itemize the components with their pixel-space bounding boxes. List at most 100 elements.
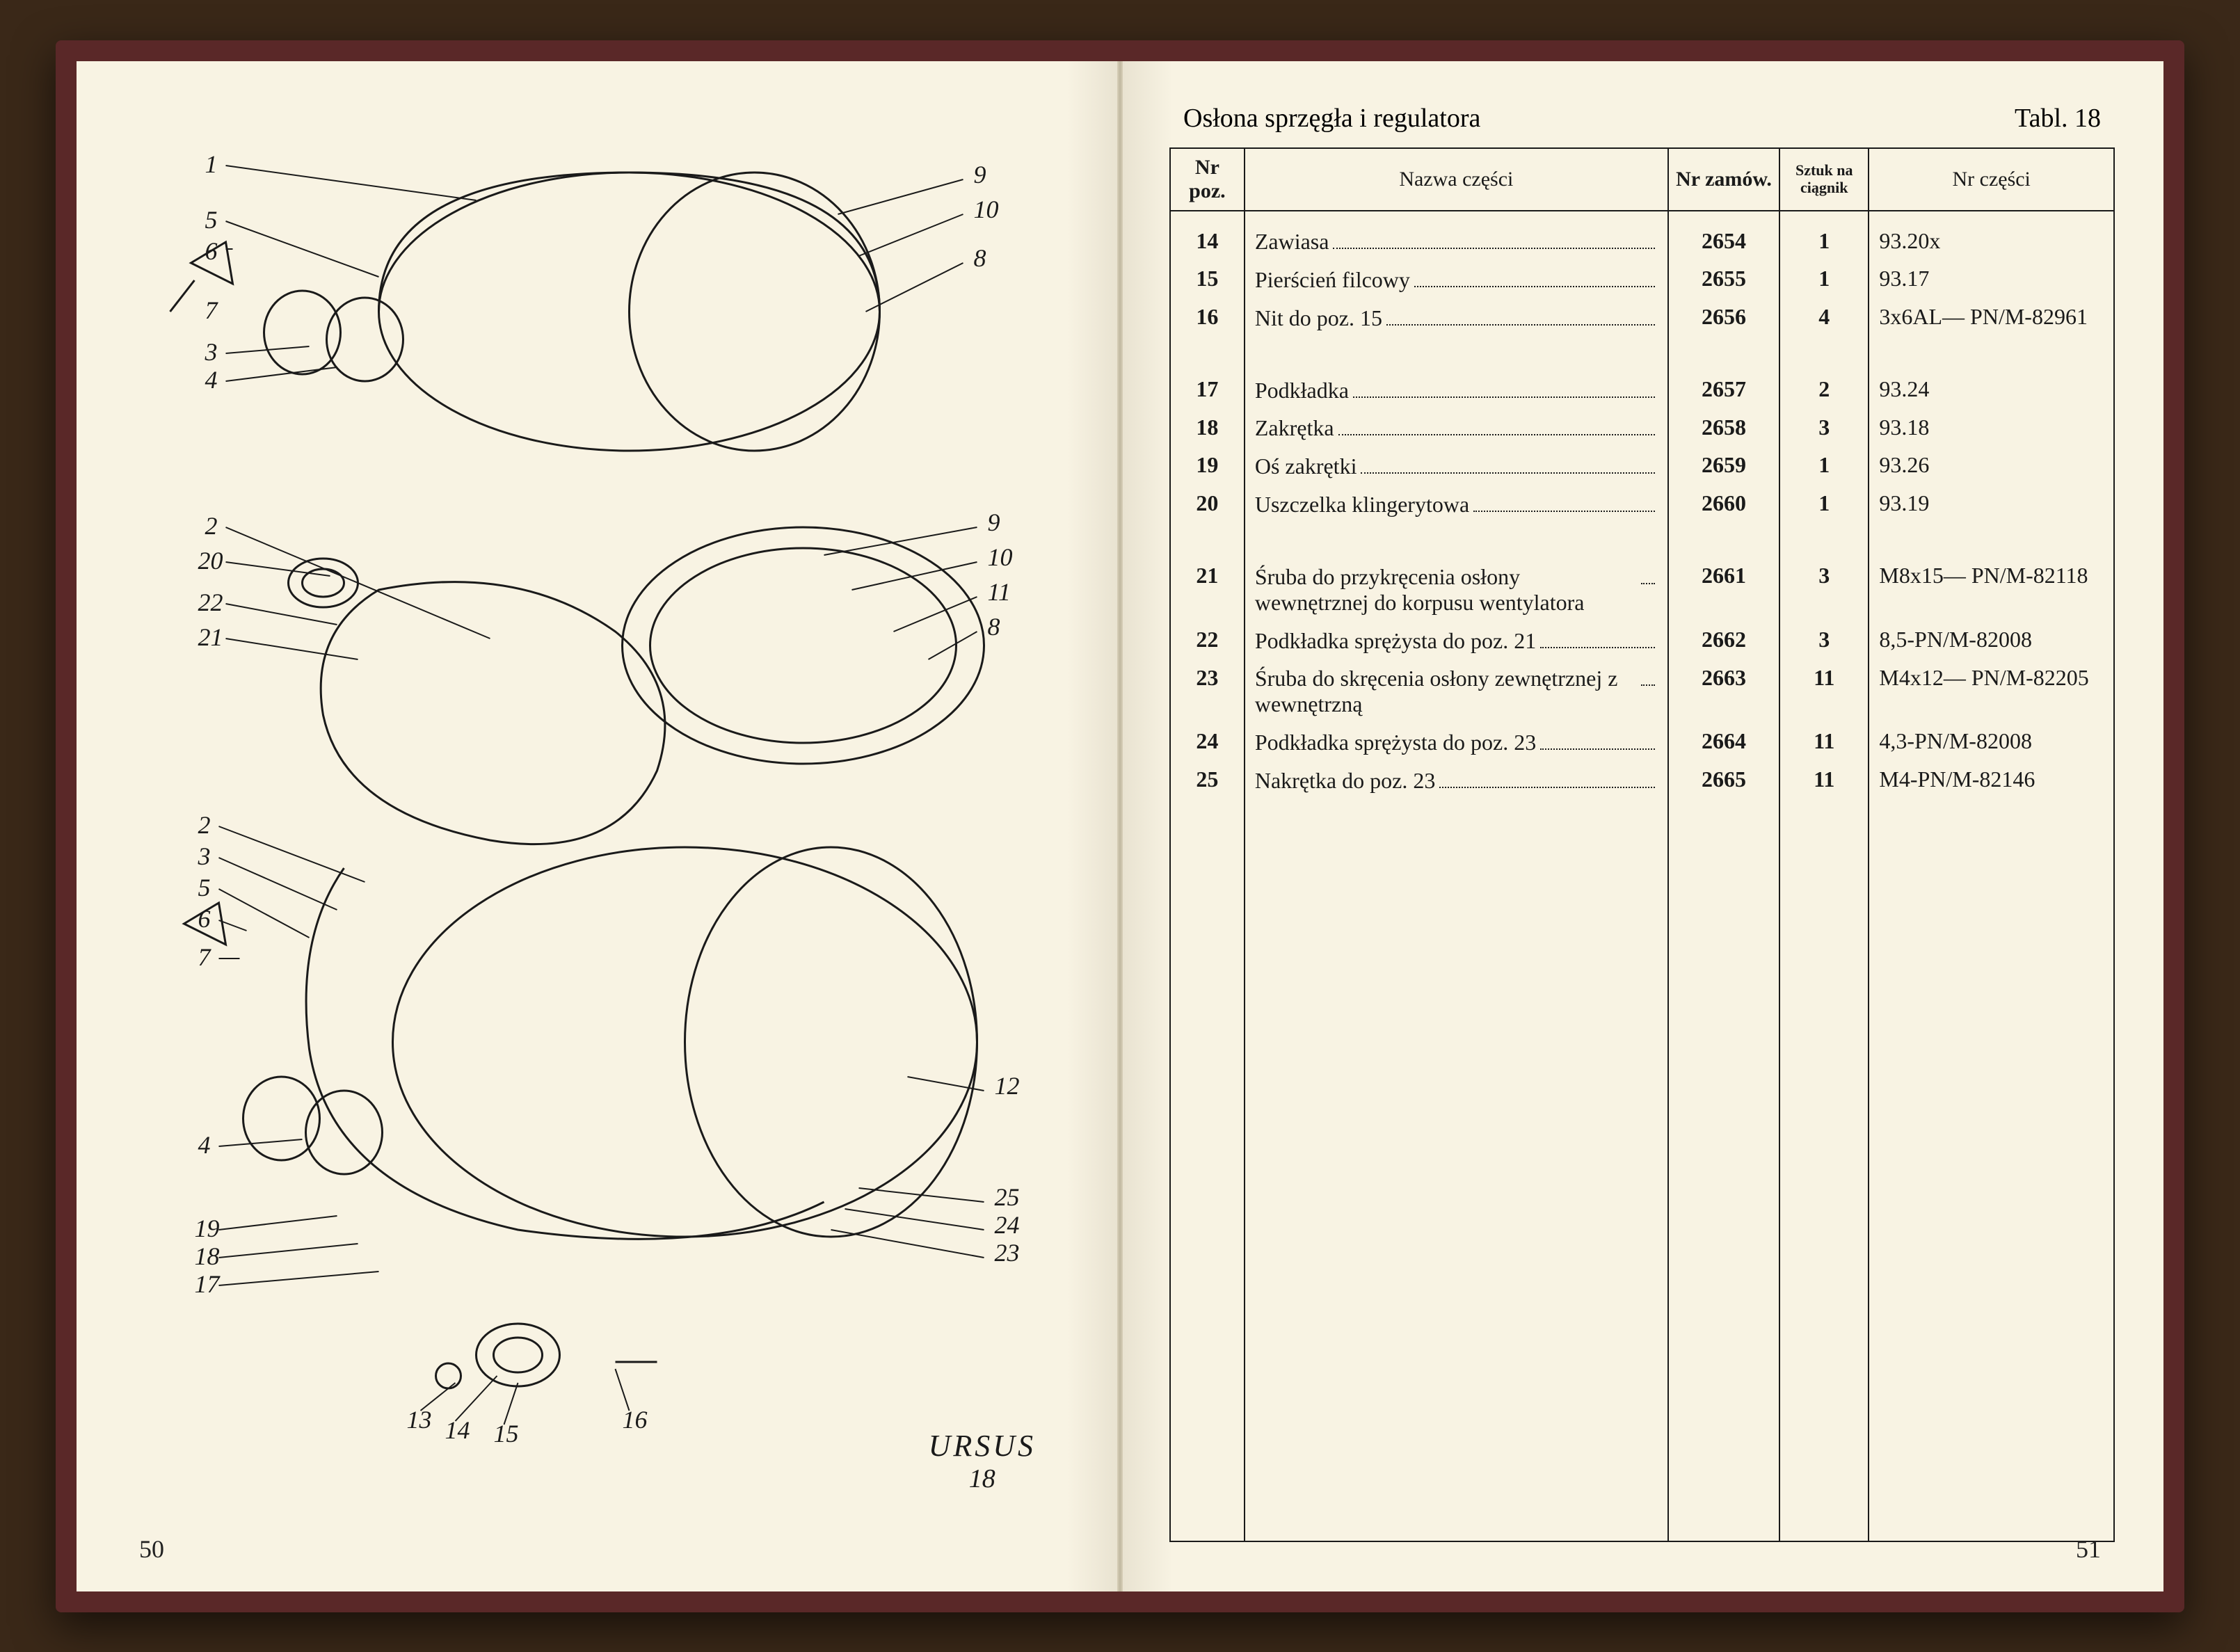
svg-text:3: 3: [198, 842, 211, 870]
cell-part: 3x6AL— PN/M-82961: [1869, 298, 2114, 337]
svg-text:11: 11: [988, 578, 1011, 606]
cell-name: Zawiasa: [1245, 211, 1668, 261]
svg-text:8: 8: [974, 244, 986, 272]
cell-poz: 21: [1170, 557, 1245, 621]
cell-order: 2665: [1668, 761, 1779, 799]
cell-part: 93.20x: [1869, 211, 2114, 261]
cell-qty: 3: [1779, 621, 1869, 659]
brand-table-ref: 18: [929, 1463, 1036, 1494]
col-header-poz: Nr poz.: [1170, 148, 1245, 211]
col-header-name: Nazwa części: [1245, 148, 1668, 211]
svg-text:5: 5: [198, 874, 211, 901]
table-row: 19Oś zakrętki2659193.26: [1170, 447, 2114, 485]
cell-name: Nakrętka do poz. 23: [1245, 761, 1668, 799]
cell-name: Śruba do przykręcenia osłony wewnętrznej…: [1245, 557, 1668, 621]
brand-label: URSUS 18: [929, 1428, 1036, 1494]
cell-part: 8,5-PN/M-82008: [1869, 621, 2114, 659]
svg-text:13: 13: [407, 1406, 432, 1434]
cell-part: 93.26: [1869, 447, 2114, 485]
svg-text:23: 23: [995, 1239, 1020, 1267]
right-page: Osłona sprzęgła i regulatora Tabl. 18 Nr…: [1121, 61, 2163, 1591]
cell-order: 2656: [1668, 298, 1779, 337]
cell-qty: 1: [1779, 211, 1869, 261]
cell-poz: 25: [1170, 761, 1245, 799]
cell-part: 93.19: [1869, 485, 2114, 523]
parts-table: Nr poz. Nazwa części Nr zamów. Sztuk na …: [1169, 147, 2115, 1543]
cell-poz: 23: [1170, 659, 1245, 723]
svg-text:18: 18: [195, 1242, 220, 1270]
cell-poz: 18: [1170, 409, 1245, 447]
table-filler: [1170, 799, 2114, 1541]
svg-text:21: 21: [198, 623, 223, 651]
page-number-right: 51: [2076, 1534, 2101, 1564]
table-row: 14Zawiasa2654193.20x: [1170, 211, 2114, 261]
cell-part: M4x12— PN/M-82205: [1869, 659, 2114, 723]
cell-order: 2657: [1668, 371, 1779, 409]
book-spread: 1 5 6 7 3 4 9 10 8 2 20 22 21 9 10 11 8: [56, 40, 2184, 1612]
svg-text:15: 15: [494, 1420, 519, 1447]
table-row: 21Śruba do przykręcenia osłony wewnętrzn…: [1170, 557, 2114, 621]
left-page: 1 5 6 7 3 4 9 10 8 2 20 22 21 9 10 11 8: [77, 61, 1121, 1591]
cell-qty: 11: [1779, 761, 1869, 799]
cell-qty: 4: [1779, 298, 1869, 337]
section-title: Osłona sprzęgła i regulatora: [1183, 103, 1480, 134]
svg-text:7: 7: [198, 943, 212, 971]
cell-poz: 24: [1170, 723, 1245, 761]
table-row: 23Śruba do skręcenia osłony zewnętrznej …: [1170, 659, 2114, 723]
page-number-left: 50: [139, 1534, 164, 1564]
table-row: 22Podkładka sprężysta do poz. 21266238,5…: [1170, 621, 2114, 659]
cell-poz: 19: [1170, 447, 1245, 485]
table-label: Tabl. 18: [2015, 103, 2101, 134]
cell-poz: 17: [1170, 371, 1245, 409]
cell-poz: 14: [1170, 211, 1245, 261]
table-gap-row: [1170, 337, 2114, 371]
svg-text:14: 14: [445, 1416, 470, 1444]
col-header-order: Nr zamów.: [1668, 148, 1779, 211]
table-row: 25Nakrętka do poz. 23266511M4-PN/M-82146: [1170, 761, 2114, 799]
col-header-qty: Sztuk na ciągnik: [1779, 148, 1869, 211]
svg-text:5: 5: [205, 206, 218, 234]
cell-name: Zakrętka: [1245, 409, 1668, 447]
cell-name: Podkładka sprężysta do poz. 21: [1245, 621, 1668, 659]
svg-text:1: 1: [205, 150, 218, 178]
cell-qty: 11: [1779, 659, 1869, 723]
cell-order: 2663: [1668, 659, 1779, 723]
cell-order: 2660: [1668, 485, 1779, 523]
diagram-svg: 1 5 6 7 3 4 9 10 8 2 20 22 21 9 10 11 8: [125, 103, 1071, 1459]
svg-text:16: 16: [623, 1406, 648, 1434]
svg-text:4: 4: [198, 1131, 211, 1159]
svg-text:20: 20: [198, 547, 223, 575]
book-spine: [1117, 61, 1123, 1591]
cell-name: Śruba do skręcenia osłony zewnętrznej z …: [1245, 659, 1668, 723]
svg-text:12: 12: [995, 1072, 1020, 1100]
cell-part: 4,3-PN/M-82008: [1869, 723, 2114, 761]
cell-order: 2662: [1668, 621, 1779, 659]
svg-text:2: 2: [198, 811, 211, 839]
svg-text:8: 8: [988, 613, 1000, 641]
svg-text:9: 9: [988, 508, 1000, 536]
svg-text:4: 4: [205, 366, 218, 394]
cell-order: 2664: [1668, 723, 1779, 761]
table-header-row: Osłona sprzęgła i regulatora Tabl. 18: [1169, 103, 2115, 134]
cell-name: Pierścień filcowy: [1245, 260, 1668, 298]
cell-name: Podkładka: [1245, 371, 1668, 409]
svg-text:19: 19: [195, 1214, 220, 1242]
cell-poz: 16: [1170, 298, 1245, 337]
cell-name: Nit do poz. 15: [1245, 298, 1668, 337]
cell-part: M4-PN/M-82146: [1869, 761, 2114, 799]
svg-text:6: 6: [198, 905, 211, 933]
brand-name: URSUS: [929, 1428, 1036, 1463]
svg-text:25: 25: [995, 1183, 1020, 1211]
cell-qty: 1: [1779, 485, 1869, 523]
cell-qty: 3: [1779, 557, 1869, 621]
cell-poz: 22: [1170, 621, 1245, 659]
cell-part: 93.17: [1869, 260, 2114, 298]
col-header-part: Nr części: [1869, 148, 2114, 211]
cell-order: 2654: [1668, 211, 1779, 261]
cell-qty: 1: [1779, 447, 1869, 485]
svg-text:9: 9: [974, 161, 986, 189]
cell-order: 2661: [1668, 557, 1779, 621]
cell-qty: 11: [1779, 723, 1869, 761]
table-row: 20Uszczelka klingerytowa2660193.19: [1170, 485, 2114, 523]
cell-part: 93.24: [1869, 371, 2114, 409]
